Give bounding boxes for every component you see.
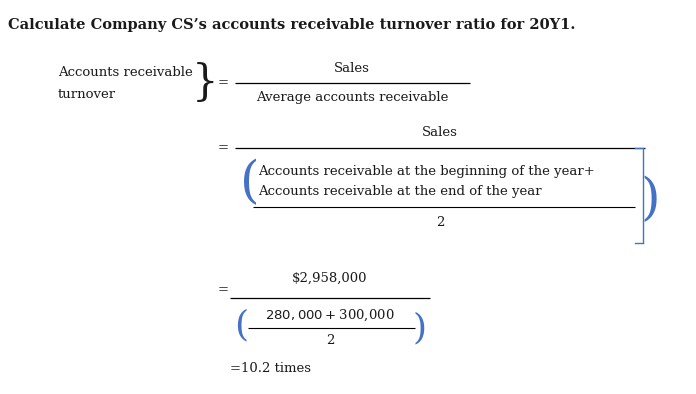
Text: Accounts receivable: Accounts receivable [58,67,193,80]
Text: $2,958,000: $2,958,000 [292,271,367,284]
Text: 2: 2 [436,216,444,229]
Text: (: ( [234,308,248,342]
Text: }: } [192,62,219,104]
Text: =: = [218,284,229,297]
Text: Accounts receivable at the beginning of the year+: Accounts receivable at the beginning of … [258,165,595,178]
Text: Sales: Sales [334,61,370,74]
Text: $280,000+$300,000: $280,000+$300,000 [265,307,395,323]
Text: Sales: Sales [422,126,458,139]
Text: 2: 2 [326,335,334,348]
Text: ): ) [640,175,660,225]
Text: ): ) [413,311,427,345]
Text: =: = [218,141,229,154]
Text: (: ( [240,158,260,208]
Text: Accounts receivable at the end of the year: Accounts receivable at the end of the ye… [258,186,541,199]
Text: =10.2 times: =10.2 times [230,362,311,375]
Text: Average accounts receivable: Average accounts receivable [256,91,448,104]
Text: Calculate Company CS’s accounts receivable turnover ratio for 20Y1.: Calculate Company CS’s accounts receivab… [8,18,576,32]
Text: turnover: turnover [58,87,116,100]
Text: =: = [218,76,229,89]
